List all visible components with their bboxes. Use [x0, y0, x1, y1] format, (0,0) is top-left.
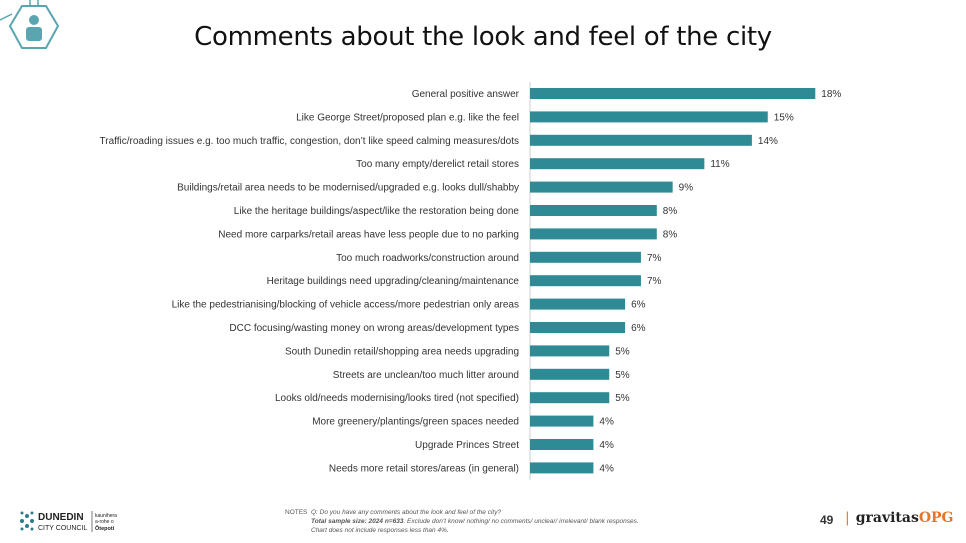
category-label: Upgrade Princes Street — [415, 440, 519, 451]
category-label: Like George Street/proposed plan e.g. li… — [296, 112, 519, 123]
bar — [530, 251, 641, 263]
council-logo-line1: DUNEDIN — [38, 512, 84, 523]
value-label: 14% — [758, 136, 778, 147]
bar — [530, 134, 752, 146]
council-logo-line2: CITY COUNCIL — [38, 525, 87, 532]
category-label: Too many empty/derelict retail stores — [356, 159, 519, 170]
value-label: 6% — [631, 323, 646, 334]
category-label: Looks old/needs modernising/looks tired … — [275, 393, 519, 404]
notes-question: Q: Do you have any comments about the lo… — [311, 509, 502, 516]
bar — [530, 228, 657, 240]
value-label: 4% — [599, 417, 614, 428]
bar — [530, 205, 657, 216]
bar-chart: General positive answer 18% Like George St… — [100, 82, 841, 480]
notes-label: NOTES — [285, 509, 308, 516]
category-label: Traffic/roading issues e.g. too much tra… — [100, 136, 519, 147]
bar — [530, 415, 594, 427]
value-label: 5% — [615, 346, 630, 357]
category-label: Too much roadworks/construction around — [336, 253, 519, 264]
brand-separator: | — [845, 510, 850, 526]
category-label: Like the heritage buildings/aspect/like … — [234, 206, 520, 217]
value-label: 8% — [663, 229, 678, 240]
category-label: Heritage buildings need upgrading/cleani… — [267, 276, 520, 287]
bar — [530, 345, 610, 357]
value-label: 4% — [599, 440, 614, 451]
category-label: DCC focusing/wasting money on wrong area… — [229, 323, 519, 334]
bar — [530, 88, 816, 99]
bar — [530, 298, 626, 310]
category-label: More greenery/plantings/green spaces nee… — [312, 417, 519, 428]
bar — [530, 368, 610, 380]
category-label: Streets are unclean/too much litter arou… — [333, 370, 519, 381]
notes-sample-size: Total sample size: 2024 n=633 — [311, 518, 404, 525]
council-logo-maori2: a-rohe o — [95, 519, 114, 525]
bar — [530, 462, 594, 474]
value-label: 6% — [631, 300, 646, 311]
council-logo-maori1: kaunihera — [95, 513, 117, 519]
notes-exclusions: . Exclude don’t know/ nothing/ no commen… — [403, 518, 639, 525]
value-label: 7% — [647, 276, 662, 287]
category-label: South Dunedin retail/shopping area needs… — [285, 346, 519, 357]
value-label: 15% — [774, 112, 794, 123]
category-label: General positive answer — [412, 89, 520, 100]
bar — [530, 181, 673, 193]
gravitas-logo: | gravitasOPG — [845, 510, 954, 526]
category-label: Needs more retail stores/areas (in gener… — [329, 463, 519, 474]
category-label: Like the pedestrianising/blocking of veh… — [172, 300, 519, 311]
bar — [530, 439, 594, 450]
dunedin-city-council-logo: DUNEDIN CITY COUNCIL kaunihera a-rohe o … — [20, 511, 117, 532]
value-label: 18% — [821, 89, 841, 100]
bar — [530, 392, 610, 404]
bar — [530, 322, 626, 333]
page-title: Comments about the look and feel of the … — [194, 22, 772, 52]
page-number: 49 — [820, 513, 834, 527]
value-label: 5% — [615, 370, 630, 381]
value-label: 4% — [599, 463, 614, 474]
bar — [530, 111, 768, 123]
notes: NOTES Q: Do you have any comments about t… — [285, 508, 639, 535]
value-label: 11% — [710, 159, 729, 170]
bar — [530, 158, 705, 170]
notes-chart-note: Chart does not include responses less th… — [311, 527, 449, 534]
category-label: Buildings/retail area needs to be modern… — [177, 183, 519, 194]
category-label: Need more carparks/retail areas have les… — [218, 229, 519, 240]
value-label: 5% — [615, 393, 630, 404]
bar — [530, 275, 641, 287]
value-label: 9% — [679, 183, 694, 194]
brand-suffix: OPG — [918, 510, 954, 526]
brand-name: gravitas — [855, 510, 919, 526]
shop-person-icon — [0, 0, 60, 49]
council-logo-maori3: Ōtepoti — [95, 525, 115, 532]
value-label: 7% — [647, 253, 662, 264]
value-label: 8% — [663, 206, 678, 217]
